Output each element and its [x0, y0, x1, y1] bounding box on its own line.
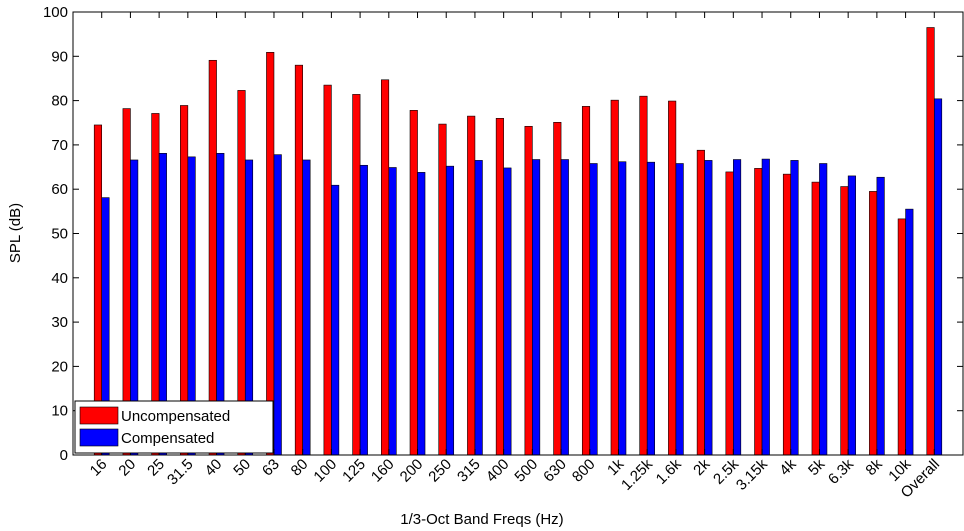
bar — [840, 186, 849, 456]
bar — [474, 160, 483, 456]
x-tick-label: 250 — [425, 456, 455, 486]
bar — [696, 149, 705, 456]
x-tick-label: 400 — [483, 456, 513, 486]
bar — [782, 173, 792, 456]
bar — [503, 167, 512, 456]
bar — [532, 159, 541, 456]
bar — [704, 160, 713, 456]
x-tick-label: 31.5 — [164, 456, 197, 489]
y-tick-label: 80 — [51, 93, 68, 110]
bar — [733, 159, 742, 456]
bar — [869, 191, 878, 456]
bar — [639, 95, 648, 456]
bar — [610, 99, 619, 456]
x-tick-label: 6.3k — [825, 455, 857, 487]
x-tick-label: 80 — [288, 456, 312, 480]
bar — [589, 163, 598, 456]
bar — [819, 163, 828, 456]
bar — [560, 159, 569, 456]
bar — [359, 164, 368, 456]
bar — [388, 167, 397, 456]
x-tick-label: 3.15k — [733, 455, 771, 493]
bar — [381, 79, 390, 456]
bar — [675, 163, 684, 456]
bar — [754, 168, 763, 456]
legend-label: Compensated — [121, 430, 214, 447]
bar — [790, 160, 799, 456]
y-tick-label: 20 — [51, 358, 68, 375]
bar — [811, 181, 820, 456]
y-tick-label: 50 — [51, 226, 68, 243]
x-tick-label: 1.25k — [618, 455, 656, 493]
y-tick-label: 40 — [51, 270, 68, 287]
bar — [876, 176, 885, 456]
bar — [926, 27, 935, 456]
y-tick-label: 0 — [60, 447, 68, 464]
x-tick-label: 50 — [230, 456, 254, 480]
y-tick-label: 90 — [51, 48, 68, 65]
bar — [417, 172, 426, 456]
bar — [445, 165, 455, 456]
bar — [438, 123, 447, 456]
bar — [208, 59, 217, 456]
x-tick-label: 200 — [397, 456, 427, 486]
x-tick-label: 1.6k — [653, 455, 685, 487]
bar — [266, 52, 275, 456]
x-tick-label: 40 — [202, 456, 226, 480]
y-tick-label: 60 — [51, 181, 68, 198]
bar — [495, 118, 504, 456]
x-tick-label: 20 — [115, 456, 139, 480]
x-tick-label: 630 — [540, 456, 570, 486]
x-tick-label: 500 — [511, 456, 541, 486]
bar — [618, 161, 627, 456]
legend-swatch — [79, 406, 119, 425]
bar — [273, 154, 282, 456]
x-tick-label: 63 — [259, 456, 283, 480]
x-tick-label: 315 — [454, 456, 484, 486]
bar — [646, 161, 655, 456]
bar — [323, 84, 332, 456]
x-tick-label: 4k — [776, 455, 800, 479]
bar — [331, 184, 340, 456]
x-axis-label: 1/3-Oct Band Freqs (Hz) — [400, 511, 563, 528]
bar — [725, 171, 734, 456]
bar — [905, 208, 914, 456]
bar — [524, 125, 533, 456]
bar — [302, 159, 311, 456]
bar — [897, 218, 906, 456]
bar — [467, 115, 476, 456]
x-tick-label: 100 — [310, 456, 340, 486]
x-tick-label: 16 — [87, 456, 111, 480]
bar — [553, 122, 562, 456]
legend-swatch — [79, 428, 119, 447]
bar — [933, 98, 943, 456]
y-tick-label: 30 — [51, 314, 68, 331]
bar — [581, 106, 591, 456]
bar — [237, 90, 246, 456]
x-tick-label: 125 — [339, 456, 369, 486]
bar — [761, 158, 770, 456]
bar — [847, 175, 856, 456]
bar — [409, 110, 418, 456]
legend-label: Uncompensated — [121, 408, 230, 425]
y-tick-label: 100 — [43, 4, 68, 21]
plot-frame — [72, 11, 964, 456]
bar — [668, 100, 677, 456]
y-axis-label: SPL (dB) — [7, 203, 24, 263]
y-tick-label: 10 — [51, 403, 68, 420]
x-tick-label: 8k — [862, 455, 886, 479]
x-tick-label: 800 — [569, 456, 599, 486]
bar — [294, 64, 303, 456]
x-tick-label: 160 — [368, 456, 398, 486]
y-tick-label: 70 — [51, 137, 68, 154]
bar — [352, 94, 361, 456]
